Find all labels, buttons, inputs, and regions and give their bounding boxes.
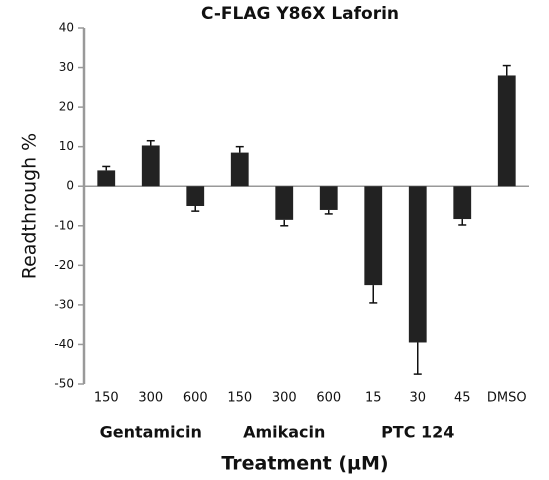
- y-axis-label: Readthrough %: [19, 133, 41, 280]
- bar: [364, 186, 383, 286]
- x-tick-label: 600: [316, 391, 341, 406]
- y-tick-label: 40: [59, 21, 74, 35]
- x-tick-label: 300: [138, 391, 163, 406]
- x-tick-label: 300: [272, 391, 297, 406]
- bar: [141, 145, 160, 187]
- error-bar: [369, 285, 378, 304]
- y-tick-label: 0: [66, 179, 74, 193]
- x-tick-label: 600: [183, 391, 208, 406]
- y-tick-label: -20: [54, 258, 74, 272]
- bar: [408, 186, 427, 343]
- x-axis-label: Treatment (µM): [221, 453, 388, 475]
- group-label: Amikacin: [243, 423, 325, 442]
- y-tick-label: 20: [59, 100, 74, 114]
- group-label: PTC 124: [381, 423, 454, 442]
- bar: [275, 186, 294, 220]
- y-tick-label: 30: [59, 60, 74, 74]
- bar: [230, 152, 249, 187]
- error-bar: [102, 165, 111, 171]
- y-tick-label: -30: [54, 297, 74, 311]
- error-bar: [458, 219, 467, 226]
- bar: [497, 75, 516, 187]
- x-tick-label: DMSO: [487, 391, 527, 406]
- chart-title: C-FLAG Y86X Laforin: [201, 4, 399, 24]
- bar: [319, 186, 338, 210]
- y-tick-label: -40: [54, 337, 74, 351]
- error-bar: [235, 145, 244, 153]
- error-bar: [413, 342, 422, 375]
- error-bar: [280, 219, 289, 227]
- bar: [186, 186, 205, 206]
- bar: [97, 170, 116, 187]
- error-bar: [191, 206, 200, 212]
- y-tick-label: 10: [59, 139, 74, 153]
- y-tick-label: -50: [54, 377, 74, 391]
- y-tick-label: -10: [54, 218, 74, 232]
- x-tick-label: 150: [227, 391, 252, 406]
- x-tick-label: 15: [365, 391, 382, 406]
- bar: [453, 186, 472, 220]
- group-label: Gentamicin: [100, 423, 202, 442]
- x-tick-label: 30: [409, 391, 426, 406]
- error-bar: [146, 139, 155, 146]
- x-tick-label: 45: [454, 391, 471, 406]
- x-tick-label: 150: [94, 391, 119, 406]
- error-bar: [502, 64, 511, 76]
- error-bar: [324, 209, 333, 215]
